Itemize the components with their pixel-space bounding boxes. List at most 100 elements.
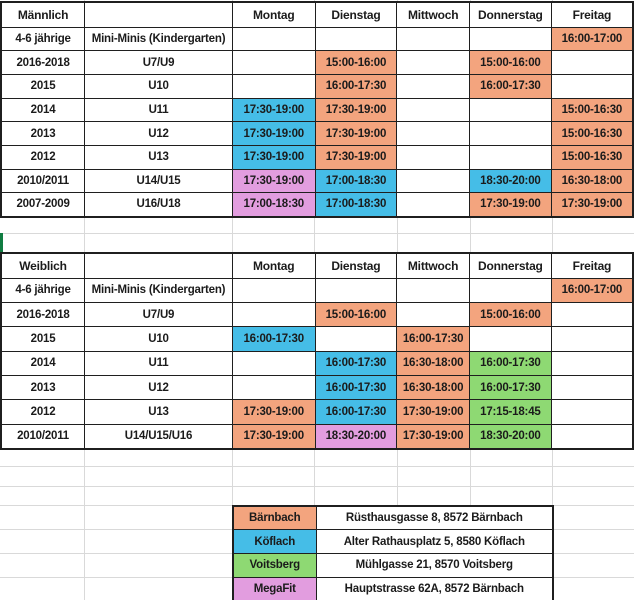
slot-cell[interactable] — [396, 301, 470, 328]
day-header-mittwoch[interactable]: Mittwoch — [396, 1, 470, 28]
slot-cell[interactable]: 16:30-18:00 — [396, 375, 470, 401]
day-header-freitag[interactable]: Freitag — [550, 1, 634, 28]
year-cell[interactable]: 4-6 jährige — [0, 26, 86, 52]
slot-cell[interactable]: 15:00-16:00 — [468, 50, 552, 75]
legend-address-cell[interactable]: Alter Rathausplatz 5, 8580 Köflach — [315, 529, 554, 554]
slot-cell[interactable]: 17:30-19:00 — [231, 97, 316, 123]
legend-location-cell[interactable]: MegaFit — [232, 576, 317, 600]
slot-cell[interactable] — [468, 144, 552, 170]
day-header-dienstag[interactable]: Dienstag — [314, 252, 398, 279]
team-cell[interactable]: U12 — [84, 121, 233, 146]
year-cell[interactable]: 2014 — [0, 350, 86, 377]
slot-cell[interactable]: 17:30-19:00 — [396, 399, 470, 425]
slot-cell[interactable] — [396, 144, 470, 170]
legend-location-cell[interactable]: Köflach — [232, 529, 317, 554]
slot-cell[interactable]: 17:30-19:00 — [550, 192, 634, 217]
slot-cell[interactable]: 17:30-19:00 — [231, 423, 316, 450]
team-cell[interactable]: U12 — [84, 375, 233, 401]
legend-location-cell[interactable]: Voitsberg — [232, 552, 317, 578]
year-cell[interactable]: 2010/2011 — [0, 168, 86, 194]
slot-cell[interactable]: 16:00-17:30 — [314, 399, 398, 425]
year-cell[interactable]: 2013 — [0, 121, 86, 146]
year-cell[interactable]: 4-6 jährige — [0, 277, 86, 303]
slot-cell[interactable]: 16:00-17:30 — [396, 326, 470, 352]
slot-cell[interactable]: 16:00-17:30 — [469, 375, 552, 401]
slot-cell[interactable] — [314, 326, 398, 352]
slot-cell[interactable]: 16:30-18:00 — [550, 168, 634, 194]
slot-cell[interactable] — [468, 97, 552, 123]
slot-cell[interactable] — [550, 399, 634, 425]
group-header-cell[interactable]: Weiblich — [0, 252, 86, 279]
slot-cell[interactable] — [396, 26, 470, 52]
slot-cell[interactable]: 15:00-16:30 — [550, 144, 634, 170]
team-cell[interactable]: Mini-Minis (Kindergarten) — [84, 277, 233, 303]
slot-cell[interactable] — [231, 73, 316, 99]
slot-cell[interactable]: 17:30-19:00 — [314, 97, 398, 123]
slot-cell[interactable]: 17:30-19:00 — [468, 192, 552, 217]
team-cell[interactable]: U10 — [84, 326, 233, 352]
slot-cell[interactable]: 15:00-16:30 — [550, 121, 634, 146]
year-cell[interactable]: 2012 — [0, 144, 86, 170]
team-cell[interactable]: U16/U18 — [84, 192, 233, 217]
slot-cell[interactable]: 15:00-16:00 — [469, 301, 552, 328]
legend-address-cell[interactable]: Rüsthausgasse 8, 8572 Bärnbach — [315, 505, 554, 531]
slot-cell[interactable]: 17:30-19:00 — [396, 423, 470, 450]
year-cell[interactable]: 2014 — [0, 97, 86, 123]
empty-header-cell[interactable] — [84, 252, 233, 279]
year-cell[interactable]: 2015 — [0, 326, 86, 352]
slot-cell[interactable] — [550, 73, 634, 99]
slot-cell[interactable] — [231, 26, 316, 52]
slot-cell[interactable] — [231, 277, 316, 303]
slot-cell[interactable]: 16:00-17:30 — [468, 73, 552, 99]
slot-cell[interactable] — [231, 50, 316, 75]
slot-cell[interactable] — [396, 73, 470, 99]
year-cell[interactable]: 2012 — [0, 399, 86, 425]
year-cell[interactable]: 2013 — [0, 375, 86, 401]
slot-cell[interactable] — [396, 277, 470, 303]
day-header-donnerstag[interactable]: Donnerstag — [468, 1, 552, 28]
slot-cell[interactable]: 16:00-17:30 — [231, 326, 316, 352]
slot-cell[interactable] — [469, 326, 552, 352]
slot-cell[interactable]: 16:30-18:00 — [396, 350, 470, 377]
slot-cell[interactable]: 17:15-18:45 — [469, 399, 552, 425]
slot-cell[interactable]: 16:00-17:00 — [550, 277, 634, 303]
slot-cell[interactable] — [396, 50, 470, 75]
slot-cell[interactable]: 17:30-19:00 — [314, 121, 398, 146]
slot-cell[interactable] — [231, 350, 316, 377]
slot-cell[interactable]: 16:00-17:30 — [314, 350, 398, 377]
team-cell[interactable]: U11 — [84, 97, 233, 123]
slot-cell[interactable] — [550, 50, 634, 75]
slot-cell[interactable]: 15:00-16:00 — [314, 301, 398, 328]
team-cell[interactable]: U14/U15 — [84, 168, 233, 194]
team-cell[interactable]: U11 — [84, 350, 233, 377]
slot-cell[interactable] — [314, 277, 398, 303]
legend-location-cell[interactable]: Bärnbach — [232, 505, 317, 531]
slot-cell[interactable] — [550, 423, 634, 450]
slot-cell[interactable]: 16:00-17:30 — [469, 350, 552, 377]
slot-cell[interactable] — [550, 301, 634, 328]
slot-cell[interactable] — [396, 192, 470, 217]
slot-cell[interactable] — [468, 26, 552, 52]
slot-cell[interactable]: 16:00-17:30 — [314, 375, 398, 401]
day-header-dienstag[interactable]: Dienstag — [314, 1, 398, 28]
slot-cell[interactable] — [314, 26, 398, 52]
slot-cell[interactable]: 17:30-19:00 — [231, 144, 316, 170]
slot-cell[interactable] — [231, 301, 316, 328]
slot-cell[interactable] — [468, 121, 552, 146]
slot-cell[interactable]: 17:00-18:30 — [231, 192, 316, 217]
day-header-mittwoch[interactable]: Mittwoch — [396, 252, 470, 279]
group-header-cell[interactable]: Männlich — [0, 1, 86, 28]
slot-cell[interactable] — [396, 168, 470, 194]
slot-cell[interactable]: 18:30-20:00 — [468, 168, 552, 194]
day-header-freitag[interactable]: Freitag — [550, 252, 634, 279]
slot-cell[interactable]: 15:00-16:00 — [314, 50, 398, 75]
team-cell[interactable]: U13 — [84, 144, 233, 170]
team-cell[interactable]: U14/U15/U16 — [84, 423, 233, 450]
year-cell[interactable]: 2015 — [0, 73, 86, 99]
team-cell[interactable]: Mini-Minis (Kindergarten) — [84, 26, 233, 52]
year-cell[interactable]: 2010/2011 — [0, 423, 86, 450]
day-header-donnerstag[interactable]: Donnerstag — [469, 252, 552, 279]
slot-cell[interactable]: 17:00-18:30 — [314, 192, 398, 217]
year-cell[interactable]: 2016-2018 — [0, 50, 86, 75]
slot-cell[interactable] — [469, 277, 552, 303]
